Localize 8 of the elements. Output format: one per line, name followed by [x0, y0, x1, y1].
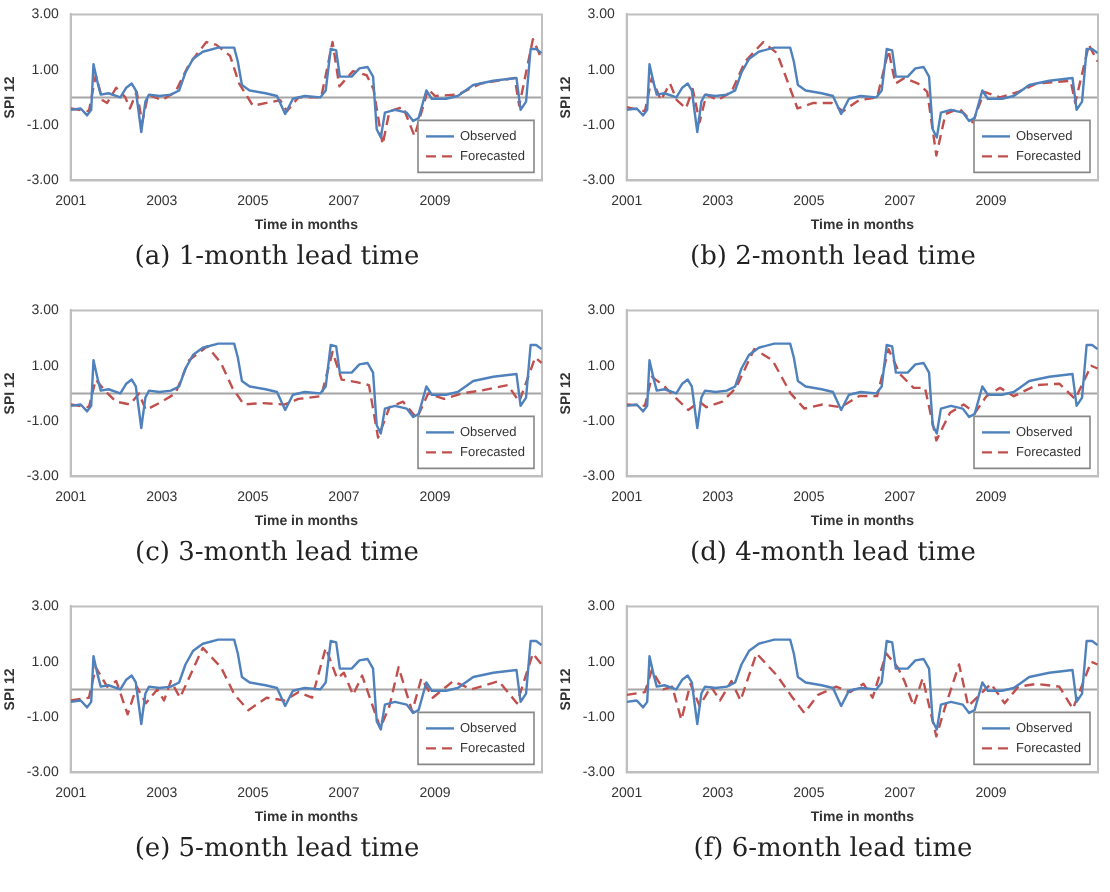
text: (b) 2-month lead time [690, 240, 976, 276]
text: (a) 1-month lead time [134, 240, 420, 276]
text: (f) 6-month lead time [693, 832, 973, 868]
text: (d) 4-month lead time [690, 536, 976, 572]
line-series [626, 652, 1098, 738]
line-series [626, 40, 1098, 157]
text: (c) 3-month lead time [135, 536, 419, 572]
text: (e) 5-month lead time [134, 832, 420, 868]
